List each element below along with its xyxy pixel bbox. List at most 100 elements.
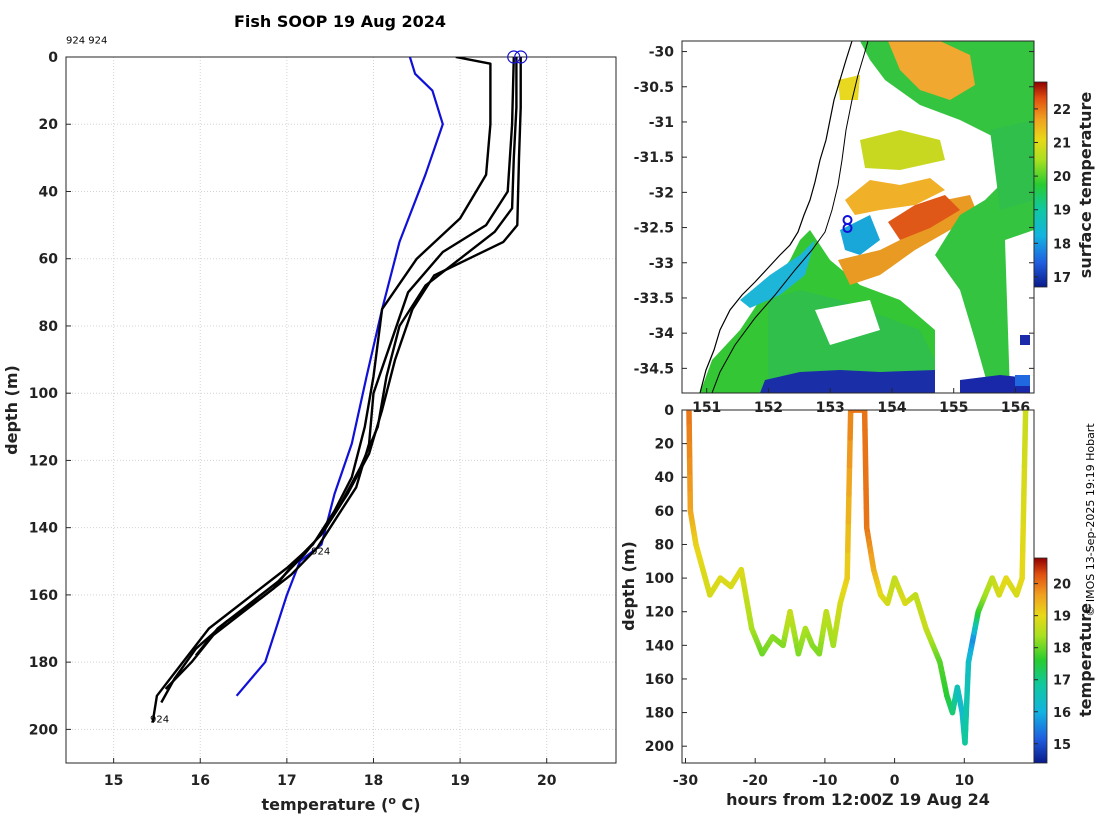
depth-y-tick-label: 140: [645, 638, 674, 654]
map-cb-tick-label: 22: [1053, 103, 1071, 118]
x-tick-label: 20: [537, 773, 557, 789]
map-x-tick-label: 154: [877, 400, 906, 416]
main-y-label: depth (m): [2, 365, 21, 455]
series-profile-3: [166, 57, 517, 689]
depth-frame: [682, 410, 1034, 763]
depth-cb-tick-label: 17: [1053, 674, 1071, 689]
sst-pixel-blue: [1020, 335, 1030, 345]
depth-track-segment: [1024, 466, 1025, 494]
depth-track-segment: [1023, 494, 1024, 522]
credit-text: © IMOS 13-Sep-2025 19:19 Hobart: [1084, 423, 1097, 617]
y-tick-label: 80: [39, 319, 59, 335]
map-cb-tick-label: 21: [1053, 136, 1071, 151]
y-tick-label: 20: [39, 117, 59, 133]
main-x-label: temperature (o C): [261, 794, 420, 814]
map-cb-tick-label: 20: [1053, 170, 1071, 185]
depth-y-tick-label: 40: [655, 470, 675, 486]
x-tick-label: 19: [450, 773, 469, 789]
depth-track-segment: [848, 522, 849, 550]
depth-track-segment: [1023, 522, 1024, 550]
main-series: [153, 57, 521, 723]
depth-y-tick-label: 20: [655, 437, 675, 453]
map-y-tick-label: -30: [649, 45, 675, 61]
x-tick-label: 18: [364, 773, 383, 789]
main-grid: [66, 57, 616, 763]
y-tick-label: 200: [29, 722, 58, 738]
map-y-tick-label: -31.5: [634, 150, 674, 166]
depth-cb-tick-label: 19: [1053, 610, 1071, 625]
depth-cb-tick-label: 18: [1053, 642, 1071, 657]
depth-track-segment: [1024, 438, 1025, 466]
depth-cb-tick-label: 15: [1053, 738, 1071, 753]
profile-id-label: 924: [311, 547, 330, 558]
depth-x-tick-label: 0: [890, 773, 900, 789]
map-cb-tick-label: 18: [1053, 237, 1071, 252]
depth-y-tick-label: 0: [664, 403, 674, 419]
map-cb-tick-label: 17: [1053, 271, 1071, 286]
profile-id-label: 924: [150, 715, 169, 726]
main-y-ticks: 0 20 40 60 80 100 120 140 160 180 200: [29, 50, 71, 738]
series-profile-2: [161, 57, 514, 703]
depth-y-tick-label: 160: [645, 672, 674, 688]
y-tick-label: 40: [39, 184, 59, 200]
y-tick-label: 60: [39, 252, 59, 268]
depth-track-segment: [1022, 550, 1023, 578]
depth-y-tick-label: 60: [655, 504, 675, 520]
map-cb-tick-label: 19: [1053, 204, 1071, 219]
depth-cb-tick-label: 20: [1053, 578, 1071, 593]
depth-track-segment: [850, 410, 851, 438]
map-x-tick-label: 152: [754, 400, 783, 416]
y-tick-label: 0: [48, 50, 58, 66]
series-profile-1: [153, 57, 491, 723]
map-y-tick-label: -30.5: [634, 80, 674, 96]
depth-y-tick-label: 180: [645, 706, 674, 722]
depth-x-tick-label: -10: [812, 773, 838, 789]
y-tick-label: 100: [29, 386, 58, 402]
map-x-tick-label: 155: [939, 400, 968, 416]
map-colorbar-label: surface temperature: [1076, 92, 1095, 279]
depth-x-tick-label: 10: [955, 773, 975, 789]
depth-colorbar: [1034, 558, 1047, 763]
y-tick-label: 160: [29, 588, 58, 604]
depth-x-tick-label: -30: [673, 773, 699, 789]
series-climatology: [237, 57, 443, 696]
depth-x-tick-label: -20: [743, 773, 769, 789]
y-tick-label: 120: [29, 453, 58, 469]
y-tick-label: 180: [29, 655, 58, 671]
profile-annotations: 924 924 924 924: [66, 36, 330, 726]
map-y-tick-label: -34: [649, 326, 675, 342]
map-y-tick-label: -33.5: [634, 291, 674, 307]
depth-track-segment: [1025, 410, 1026, 438]
x-tick-label: 15: [104, 773, 123, 789]
sst-pixel-blue-2: [1015, 375, 1030, 386]
map-y-tick-label: -34.5: [634, 361, 674, 377]
profile-id-label: 924 924: [66, 36, 107, 47]
depth-y-label: depth (m): [619, 541, 638, 631]
map-y-tick-label: -32: [649, 185, 674, 201]
depth-track: [689, 410, 1026, 743]
depth-y-tick-label: 80: [655, 537, 675, 553]
main-plot-frame: [66, 57, 616, 763]
depth-track-segment: [847, 550, 848, 578]
map-y-tick-label: -33: [649, 256, 674, 272]
depth-cb-tick-label: 16: [1053, 706, 1071, 721]
series-profile-4: [196, 57, 521, 655]
map-x-tick-label: 151: [692, 400, 721, 416]
depth-track-segment: [849, 466, 850, 494]
map-x-tick-label: 153: [816, 400, 845, 416]
depth-track-segment: [850, 438, 851, 466]
y-tick-label: 140: [29, 521, 58, 537]
chart-title: Fish SOOP 19 Aug 2024: [234, 12, 446, 31]
x-tick-label: 16: [191, 773, 210, 789]
depth-y-tick-label: 100: [645, 571, 674, 587]
map-y-tick-label: -31: [649, 115, 674, 131]
depth-x-label: hours from 12:00Z 19 Aug 24: [726, 790, 990, 809]
depth-y-tick-label: 200: [645, 739, 674, 755]
depth-track-segment: [848, 494, 849, 522]
x-tick-label: 17: [277, 773, 296, 789]
map-y-tick-label: -32.5: [634, 221, 674, 237]
depth-colorbar-label: temperature: [1076, 603, 1095, 717]
map-colorbar: [1034, 82, 1047, 287]
